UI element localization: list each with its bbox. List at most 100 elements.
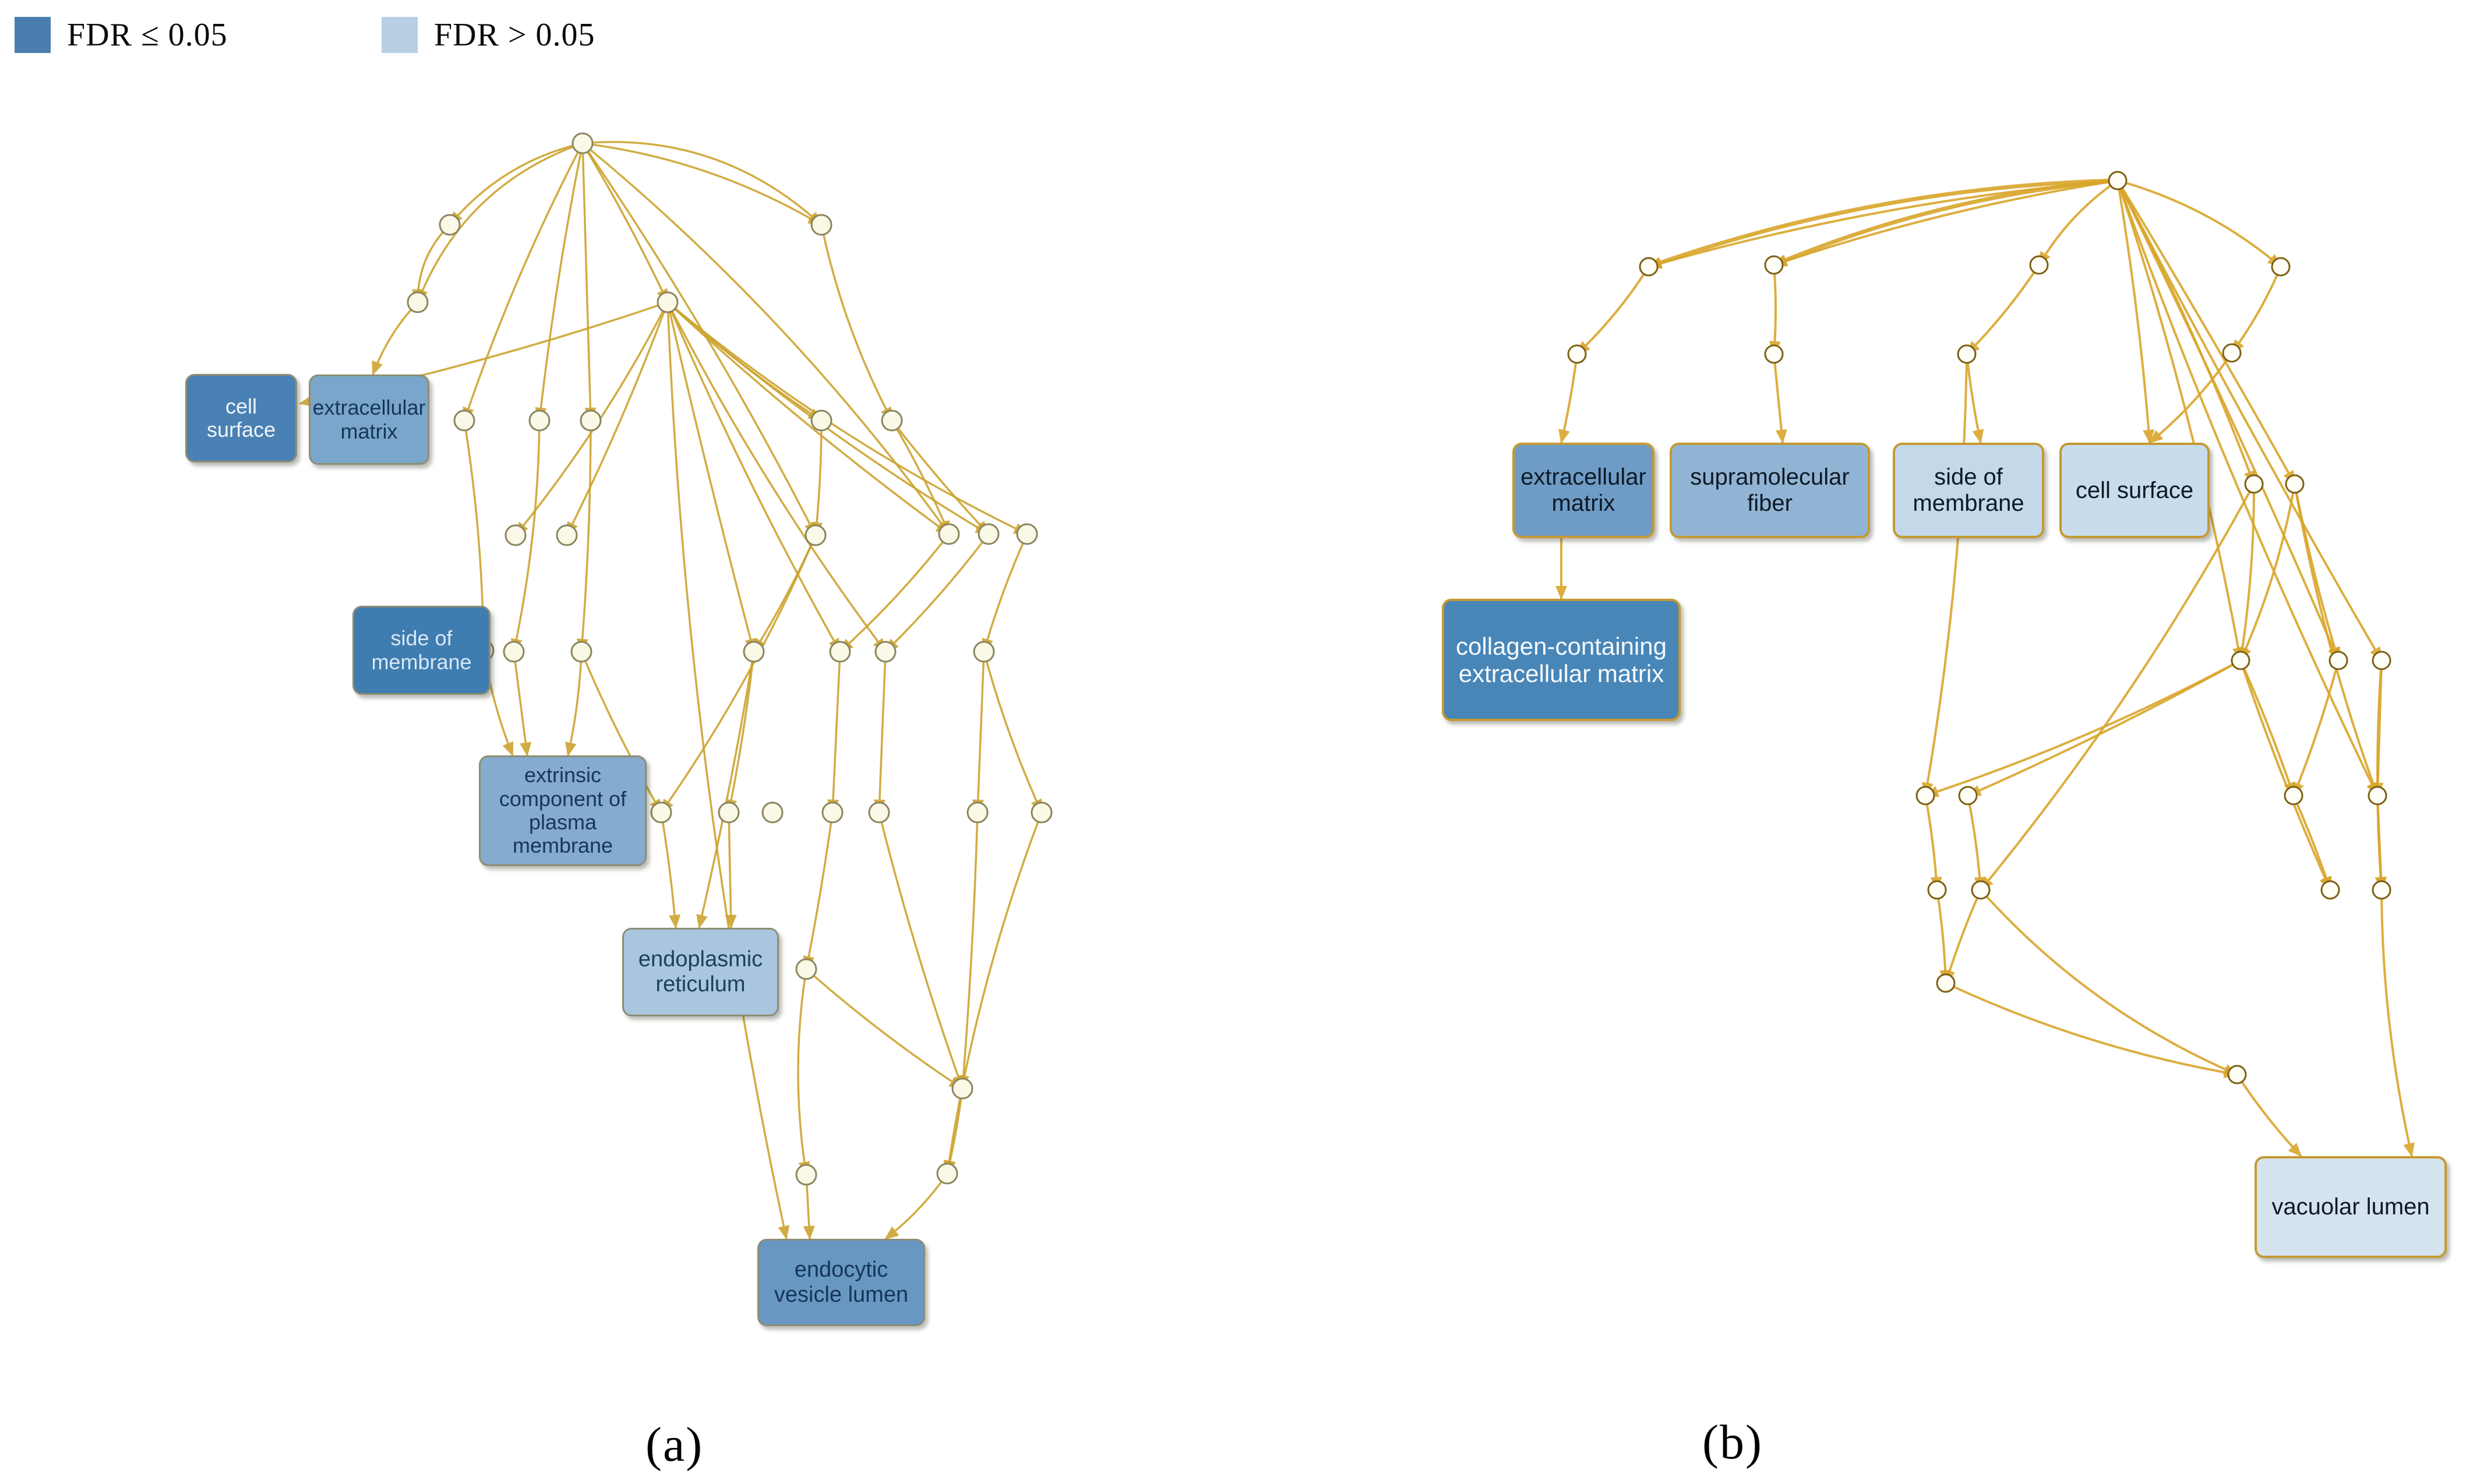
graph-node[interactable] xyxy=(951,1077,973,1100)
graph-edge xyxy=(1773,354,1787,444)
graph-edge xyxy=(666,301,823,422)
graph-node[interactable] xyxy=(1639,257,1659,277)
graph-node[interactable] xyxy=(805,524,827,546)
graph-node[interactable] xyxy=(810,409,832,432)
graph-node[interactable] xyxy=(821,801,844,824)
graph-node[interactable] xyxy=(580,409,602,432)
graph-node[interactable] xyxy=(1016,523,1038,545)
go-term-box-extracellular-matrix[interactable]: extracellular matrix xyxy=(309,374,429,465)
graph-node[interactable] xyxy=(1031,801,1053,824)
graph-node[interactable] xyxy=(2372,880,2391,900)
graph-edge xyxy=(2038,179,2119,266)
graph-edge xyxy=(513,651,532,757)
graph-node[interactable] xyxy=(2108,171,2128,190)
graph-node[interactable] xyxy=(2329,651,2348,670)
graph-edge xyxy=(884,1173,948,1240)
graph-edge xyxy=(2239,660,2295,797)
graph-node[interactable] xyxy=(810,214,832,236)
graph-edge xyxy=(805,968,964,1090)
graph-edge xyxy=(1966,264,2040,355)
graph-node[interactable] xyxy=(556,524,578,546)
graph-edge xyxy=(884,533,990,653)
graph-node[interactable] xyxy=(1936,973,1956,993)
graph-edge xyxy=(1769,264,1781,355)
graph-node[interactable] xyxy=(1958,786,1978,805)
go-term-box-extracellular-matrix-b[interactable]: extracellular matrix xyxy=(1512,443,1654,538)
graph-node[interactable] xyxy=(453,409,475,432)
graph-node[interactable] xyxy=(881,409,903,432)
graph-edge xyxy=(753,535,817,653)
graph-edge xyxy=(2292,795,2332,891)
graph-node[interactable] xyxy=(874,641,897,663)
graph-node[interactable] xyxy=(2284,786,2303,805)
go-term-box-extrinsic-component[interactable]: extrinsic component of plasma membrane xyxy=(479,755,647,866)
go-term-box-side-of-membrane[interactable]: side of membrane xyxy=(352,606,491,695)
graph-node[interactable] xyxy=(2368,786,2387,805)
graph-node[interactable] xyxy=(650,801,672,824)
graph-node[interactable] xyxy=(571,132,594,154)
go-term-box-cell-surface[interactable]: cell surface xyxy=(185,374,297,462)
graph-node[interactable] xyxy=(1915,786,1935,805)
graph-edge xyxy=(797,969,810,1176)
graph-node[interactable] xyxy=(973,641,995,663)
graph-node[interactable] xyxy=(505,524,527,546)
graph-node[interactable] xyxy=(966,801,989,824)
graph-node[interactable] xyxy=(570,641,592,663)
legend-swatch-fdr-significant-icon xyxy=(15,17,51,53)
go-term-box-side-of-membrane-b[interactable]: side of membrane xyxy=(1893,443,2044,538)
graph-node[interactable] xyxy=(2320,880,2340,900)
graph-node[interactable] xyxy=(978,523,1000,545)
graph-node[interactable] xyxy=(2285,474,2305,494)
graph-node[interactable] xyxy=(2372,651,2391,670)
graph-edge xyxy=(666,301,1028,535)
graph-edge xyxy=(2116,180,2244,662)
graph-node[interactable] xyxy=(2231,651,2250,670)
go-term-box-vacuolar-lumen[interactable]: vacuolar lumen xyxy=(2255,1156,2447,1258)
graph-edge xyxy=(839,533,950,653)
go-term-box-collagen-containing[interactable]: collagen-containing extracellular matrix xyxy=(1442,599,1681,721)
graph-node[interactable] xyxy=(2271,257,2291,277)
graph-node[interactable] xyxy=(795,958,817,980)
graph-node[interactable] xyxy=(657,291,679,313)
go-term-box-endoplasmic-reticulum[interactable]: endoplasmic reticulum xyxy=(622,928,779,1016)
graph-node[interactable] xyxy=(718,801,740,824)
graph-node[interactable] xyxy=(2222,343,2242,363)
graph-edge xyxy=(449,142,583,226)
go-term-box-supramolecular-fiber[interactable]: supramolecular fiber xyxy=(1670,443,1870,538)
graph-edge xyxy=(957,812,979,1090)
graph-edge xyxy=(2380,889,2415,1157)
graph-node[interactable] xyxy=(743,641,765,663)
graph-node[interactable] xyxy=(761,801,784,824)
go-term-box-endocytic-vesicle-lumen[interactable]: endocytic vesicle lumen xyxy=(757,1239,925,1326)
graph-node[interactable] xyxy=(2227,1065,2247,1084)
go-term-box-cell-surface-b[interactable]: cell surface xyxy=(2059,443,2210,538)
graph-node[interactable] xyxy=(938,523,960,545)
panel-b-edges xyxy=(1555,178,2415,1157)
graph-node[interactable] xyxy=(795,1164,817,1186)
graph-edge xyxy=(2117,179,2282,268)
graph-node[interactable] xyxy=(1957,344,1977,364)
graph-node[interactable] xyxy=(868,801,890,824)
graph-node[interactable] xyxy=(1764,255,1784,275)
graph-node[interactable] xyxy=(1971,880,1991,900)
graph-edge xyxy=(1924,659,2241,797)
graph-node[interactable] xyxy=(2244,474,2264,494)
graph-node[interactable] xyxy=(829,641,851,663)
graph-node[interactable] xyxy=(528,409,551,432)
graph-edge xyxy=(891,419,990,535)
graph-edge xyxy=(2116,180,2340,662)
graph-node[interactable] xyxy=(407,291,429,313)
graph-edge xyxy=(372,301,419,376)
graph-edge xyxy=(983,651,1043,814)
graph-node[interactable] xyxy=(2029,255,2049,275)
graph-node[interactable] xyxy=(503,641,525,663)
graph-edge xyxy=(873,651,887,814)
graph-node[interactable] xyxy=(439,214,461,236)
graph-node[interactable] xyxy=(1567,344,1587,364)
graph-node[interactable] xyxy=(1927,880,1947,900)
graph-node[interactable] xyxy=(936,1163,958,1185)
graph-edge xyxy=(535,143,584,422)
graph-node[interactable] xyxy=(1764,344,1784,364)
graph-edge xyxy=(1576,266,1650,355)
graph-edge xyxy=(582,142,823,226)
